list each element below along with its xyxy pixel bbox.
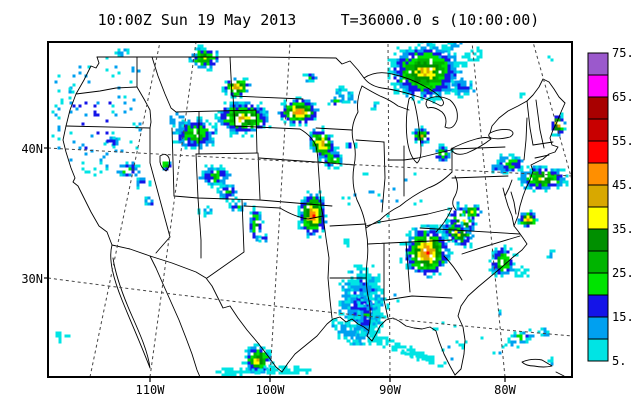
title-timer: T=36000.0 s (10:00:00) [341,11,540,29]
colorbar-label: 35. [612,222,634,236]
colorbar-cell [587,74,609,98]
baja-california [110,244,151,369]
coastline-gulf [281,316,456,376]
colorbar: 75. 65. 55. 45. 35. 25. 15. 5. [587,46,634,368]
gridline-90w [387,42,391,377]
gridline-70w [532,42,572,181]
lon-label-90w: 90W [379,383,401,397]
lon-label-80w: 80W [494,383,516,397]
colorbar-cell [587,206,609,230]
lat-label-30n: 30N [21,272,43,286]
chesapeake-bay [502,179,517,227]
islands-cuba [521,358,565,377]
colorbar-cell [587,316,609,340]
colorbar-label: 5. [612,354,626,368]
coastline-west [62,56,113,246]
colorbar-label: 65. [612,90,634,104]
lon-label-110w: 110W [136,383,166,397]
gridline-100w [269,42,291,377]
colorbar-cell [587,52,609,76]
lon-label-100w: 100W [256,383,286,397]
colorbar-cell [587,184,609,208]
mexico-mainland-coast [149,255,201,377]
colorbar-cell [587,338,609,362]
colorbar-label: 45. [612,178,634,192]
gridline-40n [48,147,572,177]
geography-layer [62,56,566,377]
lake-ontario [488,128,514,140]
axis-ticks [44,147,506,382]
title-datetime: 10:00Z Sun 19 May 2013 [98,11,297,29]
gridline-115w [89,42,161,377]
colorbar-cell [587,118,609,142]
border-mexico [111,244,283,373]
border-canada-east [489,78,566,134]
colorbar-cell [587,294,609,318]
colorbar-cell [587,96,609,120]
gridline-80w [471,42,506,377]
lake-huron [425,96,458,129]
lake-erie [450,137,492,155]
gridline-110w [149,42,197,377]
lake-michigan [405,96,422,164]
colorbar-cell [587,272,609,296]
latlon-gridlines [48,42,572,377]
colorbar-label: 25. [612,266,634,280]
colorbar-label: 55. [612,134,634,148]
lake-superior [363,72,444,107]
coastline-atlantic [454,102,566,376]
lat-label-40n: 40N [21,142,43,156]
colorbar-cell [587,140,609,164]
border-canada-west [96,56,365,79]
great-salt-lake [159,153,171,172]
colorbar-cell [587,228,609,252]
gridline-30n [48,277,572,337]
colorbar-label: 15. [612,310,634,324]
radar-echoes-layer [48,42,569,377]
map-frame [47,41,573,378]
colorbar-cell [587,162,609,186]
colorbar-cell [587,250,609,274]
us-state-borders [65,56,554,331]
colorbar-label: 75. [612,46,634,60]
